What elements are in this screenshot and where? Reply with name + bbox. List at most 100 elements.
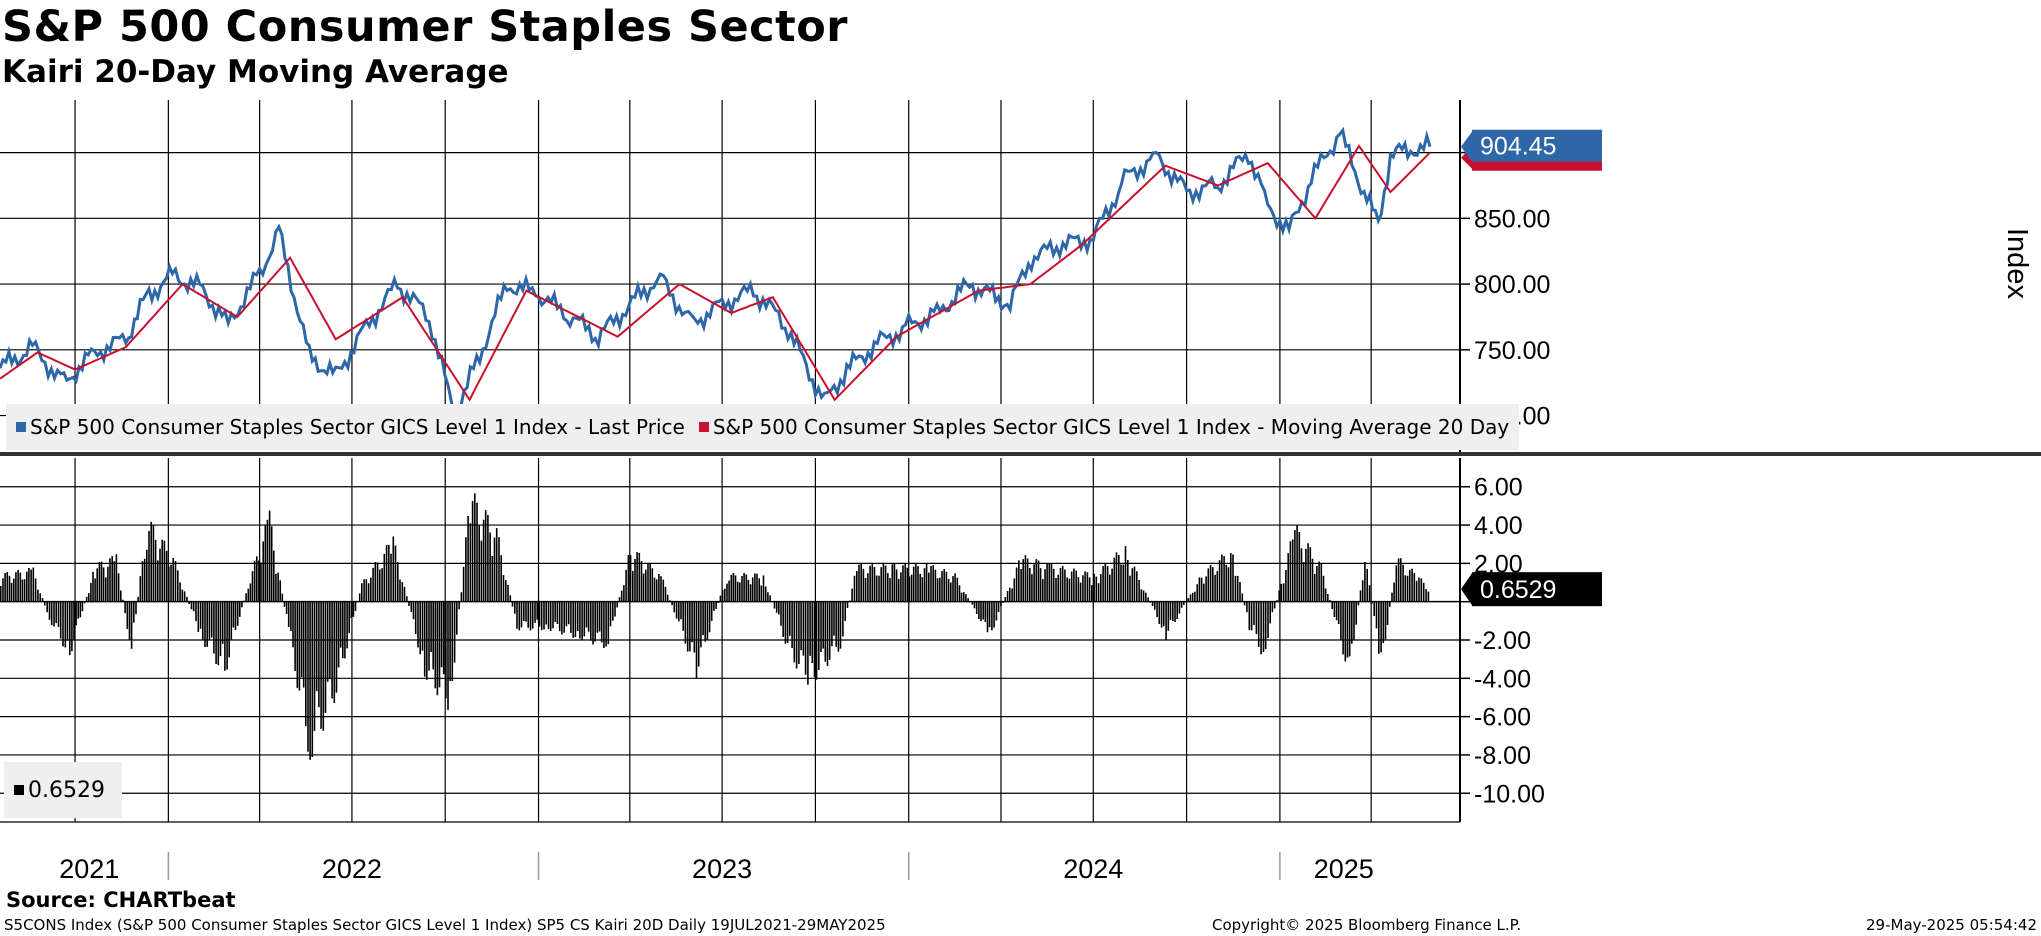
kairi-bar bbox=[48, 601, 51, 620]
kairi-bar bbox=[1212, 567, 1214, 602]
kairi-bar bbox=[143, 558, 146, 602]
kairi-bar bbox=[767, 592, 769, 602]
kairi-bar bbox=[1091, 585, 1093, 602]
last-price-value: 904.45 bbox=[1480, 133, 1556, 161]
kairi-bar bbox=[804, 601, 807, 675]
kairi-bar bbox=[264, 525, 267, 602]
kairi-bar bbox=[124, 601, 126, 614]
kairi-bar bbox=[307, 601, 309, 752]
kairi-bar bbox=[66, 601, 69, 641]
kairi-bar bbox=[1189, 594, 1192, 602]
kairi-bar bbox=[434, 601, 437, 689]
kairi-bar bbox=[965, 594, 967, 602]
kairi-bar bbox=[383, 553, 386, 602]
kairi-bar bbox=[547, 601, 550, 630]
kairi-bar bbox=[228, 601, 230, 658]
kairi-bar bbox=[969, 601, 971, 603]
kairi-bar bbox=[798, 601, 800, 664]
x-tick-label-year: 2025 bbox=[1314, 854, 1374, 880]
kairi-bar bbox=[583, 601, 586, 637]
kairi-bar bbox=[1022, 559, 1024, 602]
kairi-bar bbox=[655, 579, 658, 602]
kairi-bar bbox=[1359, 590, 1362, 602]
kairi-bar bbox=[412, 601, 415, 620]
kairi-bar bbox=[1368, 585, 1371, 602]
kairi-bar bbox=[245, 593, 247, 602]
kairi-bar bbox=[1073, 568, 1075, 602]
kairi-bar bbox=[1366, 568, 1368, 602]
kairi-bar bbox=[1331, 601, 1333, 610]
kairi-bar bbox=[1236, 575, 1239, 602]
kairi-bar bbox=[445, 601, 447, 699]
kairi-bar bbox=[1075, 570, 1077, 602]
kairi-bar bbox=[1151, 601, 1154, 606]
kairi-bar bbox=[1095, 576, 1098, 602]
kairi-bar bbox=[1207, 568, 1210, 602]
kairi-bar bbox=[809, 601, 811, 656]
kairi-bar bbox=[802, 601, 805, 656]
kairi-bar bbox=[241, 601, 243, 608]
kairi-bar bbox=[627, 555, 630, 602]
kairi-bar bbox=[669, 600, 671, 602]
kairi-bar bbox=[943, 569, 945, 602]
kairi-bar bbox=[1183, 601, 1185, 605]
kairi-tag-pointer bbox=[1461, 573, 1472, 606]
legend-label-moving-average: S&P 500 Consumer Staples Sector GICS Lev… bbox=[712, 415, 1510, 439]
kairi-bar bbox=[0, 585, 2, 602]
kairi-bar bbox=[480, 540, 483, 602]
kairi-bar bbox=[10, 582, 13, 602]
kairi-bar bbox=[59, 601, 62, 639]
kairi-bar bbox=[1285, 570, 1287, 602]
y-tick-label-lower: 6.00 bbox=[1474, 474, 1523, 502]
kairi-bar bbox=[221, 601, 224, 644]
kairi-bar bbox=[734, 575, 737, 602]
kairi-bar bbox=[954, 573, 956, 602]
kairi-bar bbox=[1115, 552, 1118, 602]
kairi-bar bbox=[1088, 577, 1091, 602]
kairi-bar bbox=[1327, 594, 1329, 602]
kairi-bar bbox=[598, 601, 601, 632]
kairi-bar bbox=[967, 598, 969, 602]
kairi-bar bbox=[1033, 564, 1035, 602]
axes bbox=[0, 100, 2041, 880]
y-tick-label-lower: -10.00 bbox=[1474, 780, 1545, 808]
kairi-bar bbox=[721, 590, 724, 602]
grid-lines bbox=[0, 100, 1460, 822]
kairi-bar bbox=[287, 601, 290, 628]
kairi-bar bbox=[1320, 563, 1323, 602]
kairi-bar bbox=[893, 564, 896, 602]
kairi-bar bbox=[213, 601, 215, 654]
kairi-bar bbox=[516, 601, 518, 629]
kairi-bar bbox=[135, 601, 137, 615]
kairi-bar bbox=[1406, 575, 1409, 602]
kairi-bar bbox=[1165, 601, 1167, 640]
y-tick-label-lower: -8.00 bbox=[1474, 742, 1531, 770]
kairi-bar bbox=[23, 579, 26, 602]
kairi-bar bbox=[1397, 558, 1400, 602]
kairi-bar bbox=[1084, 571, 1086, 602]
kairi-bar bbox=[1318, 561, 1320, 602]
kairi-bar bbox=[960, 592, 963, 602]
kairi-bar bbox=[53, 601, 55, 627]
kairi-bar bbox=[1393, 582, 1395, 602]
kairi-bar bbox=[849, 600, 851, 602]
kairi-bar bbox=[895, 569, 898, 602]
kairi-bar bbox=[157, 560, 159, 602]
kairi-bar bbox=[1154, 601, 1156, 610]
kairi-bar bbox=[1243, 601, 1246, 606]
kairi-bar bbox=[197, 601, 200, 632]
kairi-bar bbox=[878, 575, 880, 602]
kairi-bar bbox=[594, 601, 596, 642]
kairi-bar bbox=[115, 554, 118, 602]
kairi-bar bbox=[939, 577, 941, 602]
kairi-bar bbox=[322, 601, 325, 731]
kairi-bar bbox=[607, 601, 610, 645]
kairi-bar bbox=[1142, 590, 1145, 602]
kairi-bar bbox=[305, 601, 307, 727]
kairi-bar bbox=[495, 528, 498, 602]
kairi-bar bbox=[460, 592, 463, 602]
kairi-bar bbox=[370, 577, 372, 602]
kairi-bar bbox=[1253, 601, 1255, 626]
kairi-bar bbox=[570, 601, 572, 633]
kairi-bar bbox=[126, 601, 129, 630]
